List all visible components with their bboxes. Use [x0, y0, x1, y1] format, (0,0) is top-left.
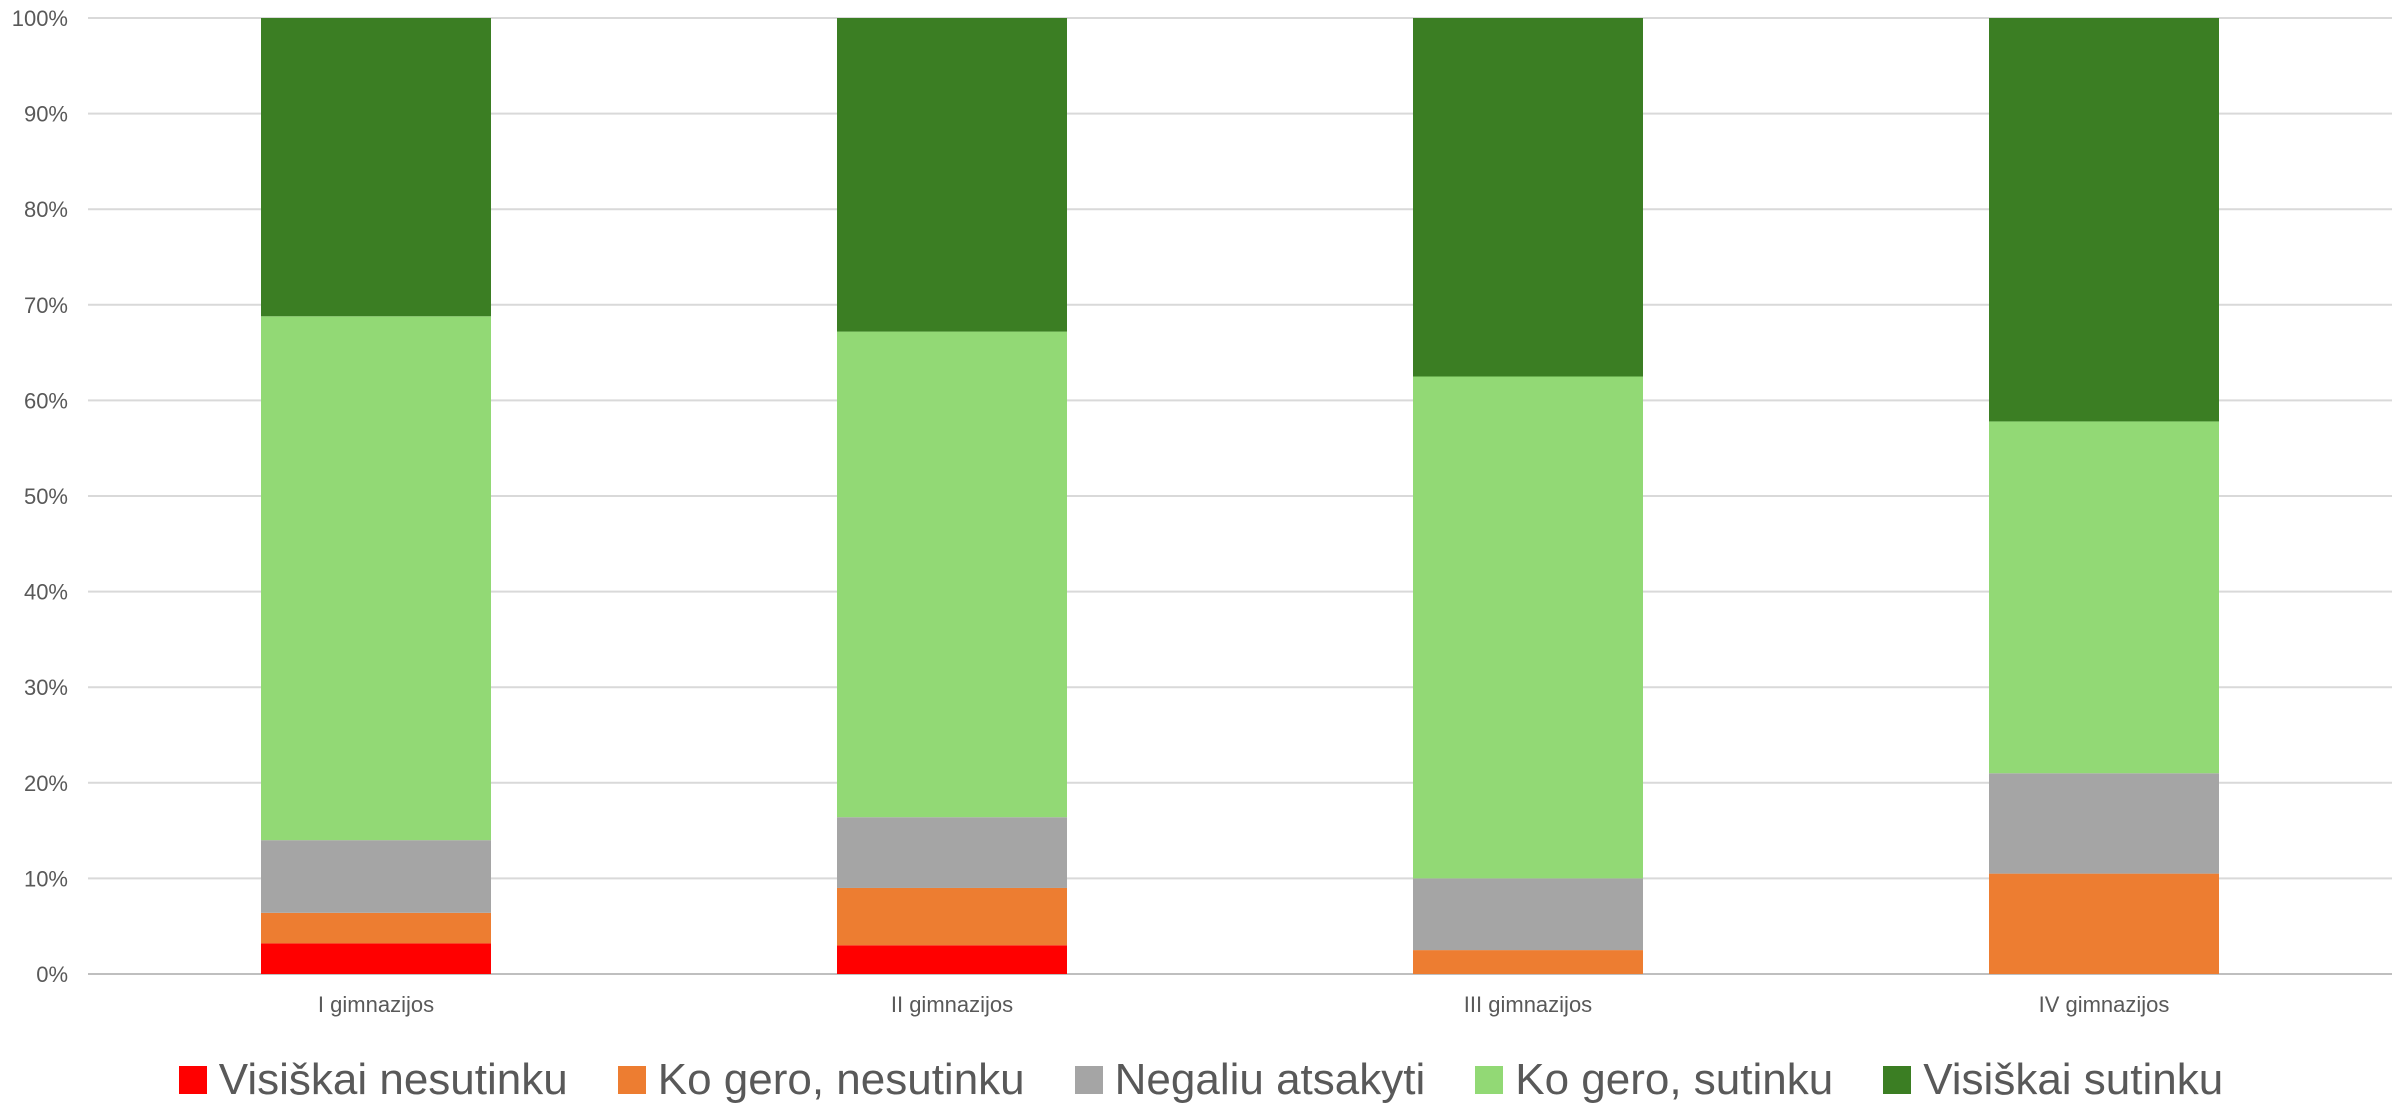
legend-label: Visiškai sutinku	[1923, 1055, 2224, 1104]
y-tick-label: 30%	[24, 675, 68, 700]
legend-label: Negaliu atsakyti	[1114, 1055, 1426, 1104]
legend-swatch	[178, 1066, 207, 1094]
x-category-label: III gimnazijos	[1464, 992, 1592, 1017]
y-tick-label: 80%	[24, 197, 68, 222]
y-tick-label: 0%	[36, 962, 68, 987]
bar-segment	[837, 18, 1067, 332]
bar-segment	[1989, 18, 2219, 422]
legend-item: Ko gero, sutinku	[1475, 1055, 1833, 1105]
bar-segment	[1989, 421, 2219, 774]
legend-label: Ko gero, sutinku	[1515, 1055, 1834, 1104]
x-category-label: IV gimnazijos	[2039, 992, 2170, 1017]
bar-segment	[1413, 878, 1643, 951]
y-tick-label: 60%	[24, 388, 68, 413]
y-tick-label: 50%	[24, 484, 68, 509]
bar-segment	[837, 945, 1067, 974]
bar-segment	[1413, 18, 1643, 377]
legend-item: Negaliu atsakyti	[1074, 1055, 1426, 1105]
legend-label: Ko gero, nesutinku	[657, 1055, 1025, 1104]
y-tick-label: 90%	[24, 102, 68, 127]
legend-swatch	[1883, 1066, 1912, 1094]
bar-segment	[261, 316, 491, 841]
x-category-label: II gimnazijos	[891, 992, 1013, 1017]
legend-swatch	[1074, 1066, 1103, 1094]
bar-segment	[261, 943, 491, 974]
y-tick-label: 100%	[12, 6, 68, 31]
bar-segment	[1413, 950, 1643, 974]
y-tick-label: 10%	[24, 866, 68, 891]
bar-segment	[1989, 773, 2219, 874]
y-tick-label: 70%	[24, 293, 68, 318]
chart-legend: Visiškai nesutinku Ko gero, nesutinku Nega…	[0, 1050, 2402, 1110]
legend-item: Visiškai nesutinku	[178, 1055, 568, 1105]
bar-segment	[837, 817, 1067, 888]
bar-segment	[1413, 376, 1643, 879]
bar-segment	[1989, 873, 2219, 974]
legend-item: Ko gero, nesutinku	[617, 1055, 1025, 1105]
legend-label: Visiškai nesutinku	[218, 1055, 568, 1104]
stacked-bar-chart: 0% 10% 20% 30% 40% 50% 60% 70% 80% 90% 100% I gimna…	[12, 6, 2392, 1017]
bar-segment	[837, 331, 1067, 818]
bar-segment	[261, 18, 491, 317]
legend-item: Visiškai sutinku	[1883, 1055, 2223, 1105]
bar-segment	[837, 887, 1067, 946]
bar-segment	[261, 912, 491, 944]
legend-swatch	[617, 1066, 646, 1094]
x-category-label: I gimnazijos	[318, 992, 434, 1017]
y-tick-label: 20%	[24, 771, 68, 796]
y-tick-label: 40%	[24, 580, 68, 605]
bar-segment	[261, 840, 491, 913]
legend-swatch	[1475, 1066, 1504, 1094]
